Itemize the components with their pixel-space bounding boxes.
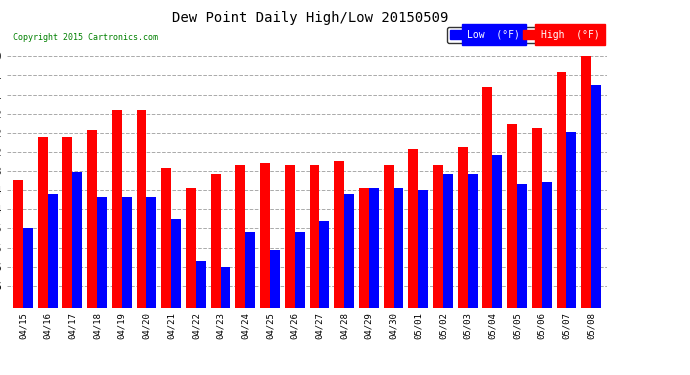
Bar bbox=[457, 147, 468, 308]
Bar bbox=[369, 188, 379, 308]
Bar bbox=[468, 174, 477, 308]
Bar bbox=[359, 188, 369, 308]
Bar bbox=[384, 165, 393, 308]
Bar bbox=[235, 165, 245, 308]
Bar bbox=[408, 149, 418, 308]
Bar bbox=[270, 249, 280, 308]
Bar bbox=[171, 219, 181, 308]
Bar bbox=[38, 138, 48, 308]
Bar bbox=[310, 165, 319, 308]
Bar bbox=[112, 111, 121, 308]
Bar bbox=[507, 124, 517, 308]
Bar bbox=[161, 168, 171, 308]
Bar bbox=[566, 132, 576, 308]
Bar bbox=[433, 165, 443, 308]
Bar bbox=[260, 163, 270, 308]
Bar bbox=[493, 155, 502, 308]
Bar bbox=[72, 172, 82, 308]
Bar bbox=[196, 261, 206, 308]
Text: Copyright 2015 Cartronics.com: Copyright 2015 Cartronics.com bbox=[13, 33, 158, 42]
Bar bbox=[591, 86, 601, 308]
Bar bbox=[557, 72, 566, 308]
Bar bbox=[48, 194, 57, 308]
Bar bbox=[146, 197, 157, 308]
Bar bbox=[121, 197, 132, 308]
Bar bbox=[23, 228, 33, 308]
Bar bbox=[13, 180, 23, 308]
Bar bbox=[245, 232, 255, 308]
Bar bbox=[334, 160, 344, 308]
Bar bbox=[295, 232, 304, 308]
Bar bbox=[542, 182, 551, 308]
Bar bbox=[532, 128, 542, 308]
Bar bbox=[581, 56, 591, 308]
Bar bbox=[344, 194, 354, 308]
Bar bbox=[443, 174, 453, 308]
Bar bbox=[285, 165, 295, 308]
Bar bbox=[393, 188, 404, 308]
Bar bbox=[97, 197, 107, 308]
Bar bbox=[137, 111, 146, 308]
Text: Dew Point Daily High/Low 20150509: Dew Point Daily High/Low 20150509 bbox=[172, 11, 448, 25]
Legend: Low  (°F), High  (°F): Low (°F), High (°F) bbox=[447, 27, 602, 43]
Bar bbox=[517, 184, 527, 308]
Bar bbox=[210, 174, 221, 308]
Bar bbox=[221, 267, 230, 308]
Bar bbox=[63, 138, 72, 308]
Bar bbox=[319, 220, 329, 308]
Bar bbox=[418, 190, 428, 308]
Bar bbox=[482, 87, 493, 308]
Bar bbox=[87, 130, 97, 308]
Bar bbox=[186, 188, 196, 308]
